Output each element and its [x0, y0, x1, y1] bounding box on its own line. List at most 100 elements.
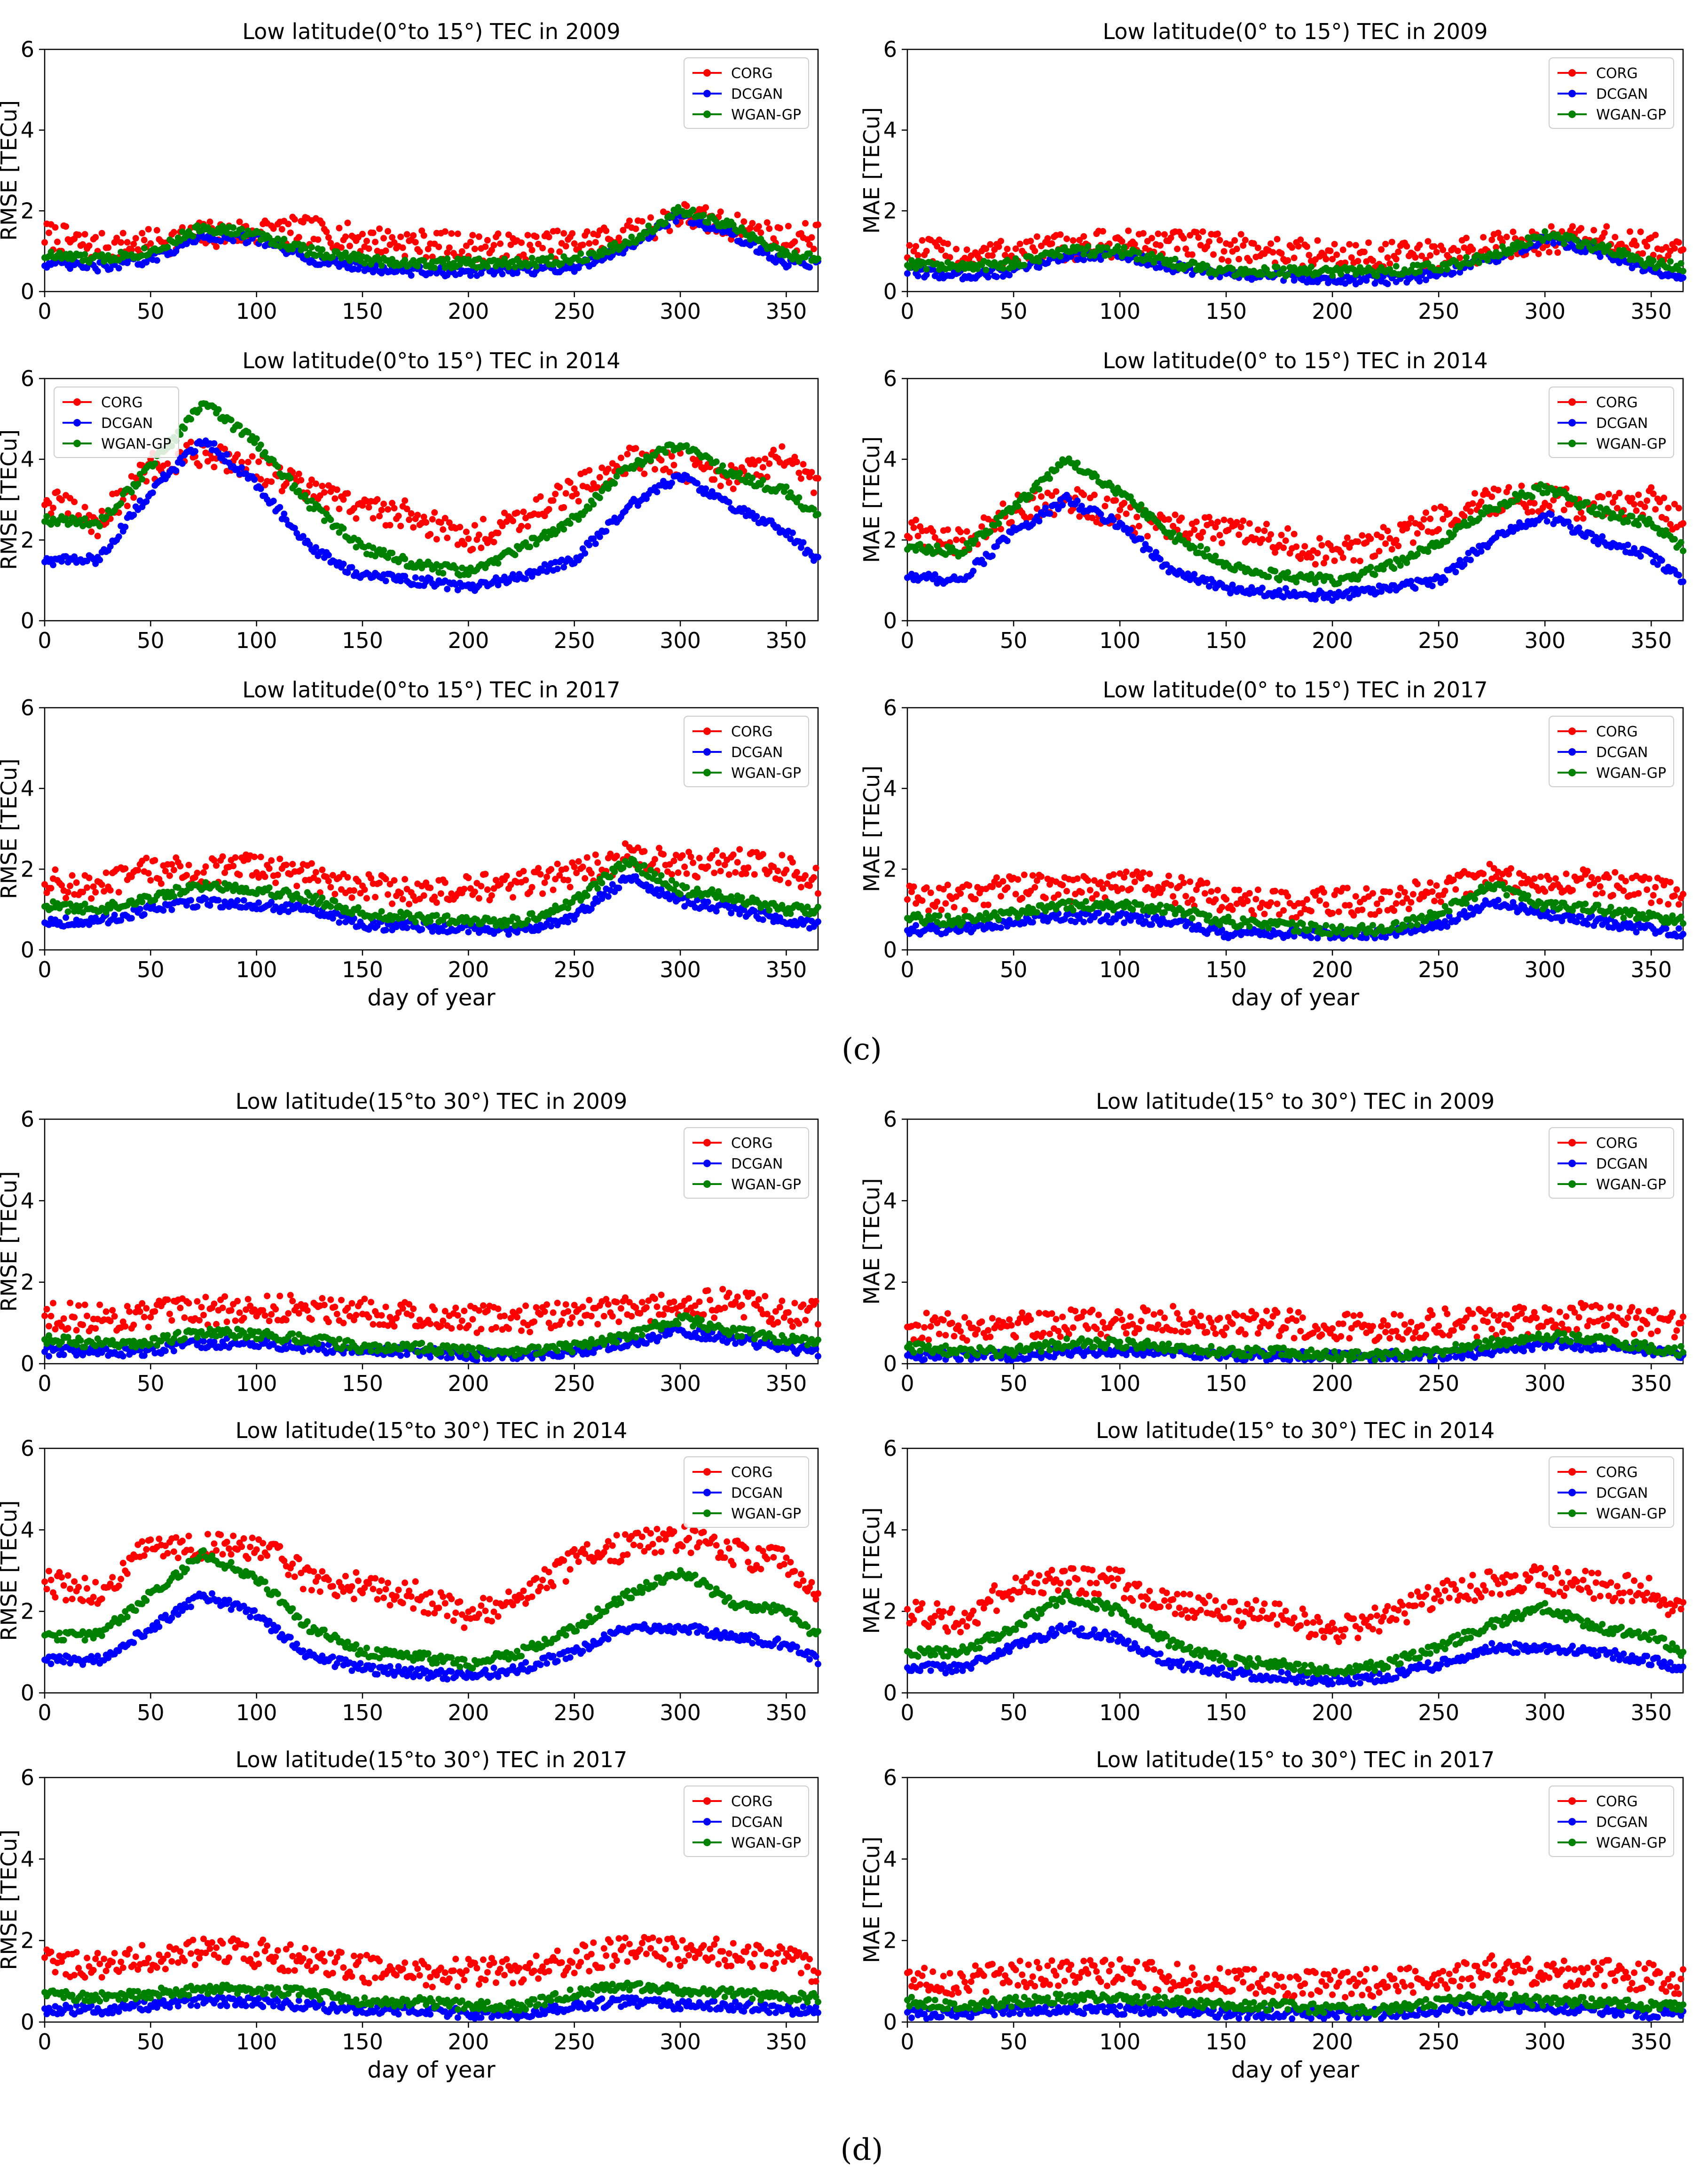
data-point	[785, 222, 792, 229]
data-point	[340, 525, 347, 532]
data-point	[495, 230, 502, 237]
data-point	[795, 469, 803, 476]
data-point	[440, 570, 447, 577]
data-point	[96, 556, 103, 563]
data-point	[490, 538, 497, 545]
data-point	[567, 884, 574, 891]
legend-label: WGAN-GP	[1596, 436, 1666, 452]
data-point	[1574, 515, 1580, 522]
data-point	[562, 865, 569, 872]
data-point	[702, 485, 709, 492]
data-point	[441, 228, 449, 235]
data-point	[261, 873, 268, 880]
data-point	[293, 883, 300, 890]
data-point	[1554, 249, 1561, 256]
data-point	[168, 861, 175, 868]
data-point	[1378, 534, 1385, 541]
data-point	[1237, 523, 1244, 530]
data-point	[603, 528, 610, 535]
x-tick-label: 350	[1630, 299, 1672, 324]
data-point	[469, 232, 476, 239]
chart-title: Low latitude(0° to 15°) TEC in 2009	[1103, 19, 1488, 44]
data-point	[287, 474, 294, 482]
data-point	[1016, 240, 1023, 247]
data-point	[495, 529, 502, 537]
data-point	[776, 877, 783, 883]
data-point	[457, 523, 464, 530]
data-point	[151, 857, 158, 864]
data-point	[308, 860, 315, 867]
data-point	[234, 451, 241, 458]
data-point	[755, 223, 762, 230]
data-point	[1376, 548, 1383, 554]
data-point	[1000, 265, 1007, 272]
data-point	[732, 869, 739, 876]
data-point	[382, 876, 389, 883]
data-point	[590, 501, 597, 508]
data-point	[815, 255, 821, 262]
data-point	[938, 246, 945, 253]
data-point	[1236, 256, 1243, 262]
data-point	[124, 239, 131, 246]
data-point	[414, 512, 421, 519]
data-point	[1138, 501, 1145, 508]
data-point	[461, 885, 468, 893]
data-point	[463, 529, 470, 536]
data-point	[1265, 573, 1272, 580]
x-tick-label: 150	[342, 957, 383, 982]
data-point	[1127, 526, 1134, 533]
legend-marker	[1568, 69, 1576, 77]
data-point	[1510, 229, 1517, 236]
data-point	[1637, 553, 1644, 560]
data-point	[528, 884, 535, 891]
legend-marker	[703, 90, 711, 97]
data-point	[1680, 268, 1686, 275]
data-point	[766, 225, 773, 232]
data-point	[800, 539, 807, 546]
data-point	[1314, 237, 1321, 244]
data-point	[1367, 535, 1374, 542]
data-point	[145, 226, 152, 233]
data-point	[370, 229, 377, 237]
data-point	[1454, 247, 1461, 254]
data-point	[376, 879, 383, 886]
data-point	[1282, 537, 1289, 544]
data-point	[1571, 496, 1578, 503]
data-point	[1216, 237, 1223, 244]
data-point	[1312, 579, 1319, 586]
data-point	[638, 218, 645, 225]
data-point	[1057, 253, 1064, 260]
data-point	[984, 274, 992, 281]
data-point	[285, 221, 292, 228]
data-point	[268, 857, 275, 864]
data-point	[1469, 246, 1476, 253]
data-point	[571, 863, 578, 870]
data-point	[514, 269, 520, 277]
data-point	[1384, 528, 1391, 534]
data-point	[904, 270, 911, 277]
data-point	[382, 247, 389, 254]
data-point	[1339, 554, 1346, 561]
data-point	[1648, 484, 1655, 491]
data-point	[1331, 557, 1338, 564]
data-point	[560, 230, 567, 237]
y-tick-label: 4	[883, 118, 897, 143]
data-point	[573, 490, 580, 498]
data-point	[913, 516, 920, 523]
data-point	[1618, 509, 1625, 516]
data-point	[694, 480, 701, 487]
data-point	[416, 248, 423, 255]
data-point	[717, 208, 724, 215]
data-point	[702, 204, 709, 211]
data-point	[1036, 258, 1043, 265]
data-point	[1280, 544, 1287, 551]
data-point	[1263, 521, 1270, 528]
data-point	[522, 576, 529, 583]
data-point	[211, 440, 218, 447]
y-tick-label: 6	[883, 366, 897, 391]
data-point	[315, 236, 322, 243]
legend-marker	[1568, 440, 1576, 447]
